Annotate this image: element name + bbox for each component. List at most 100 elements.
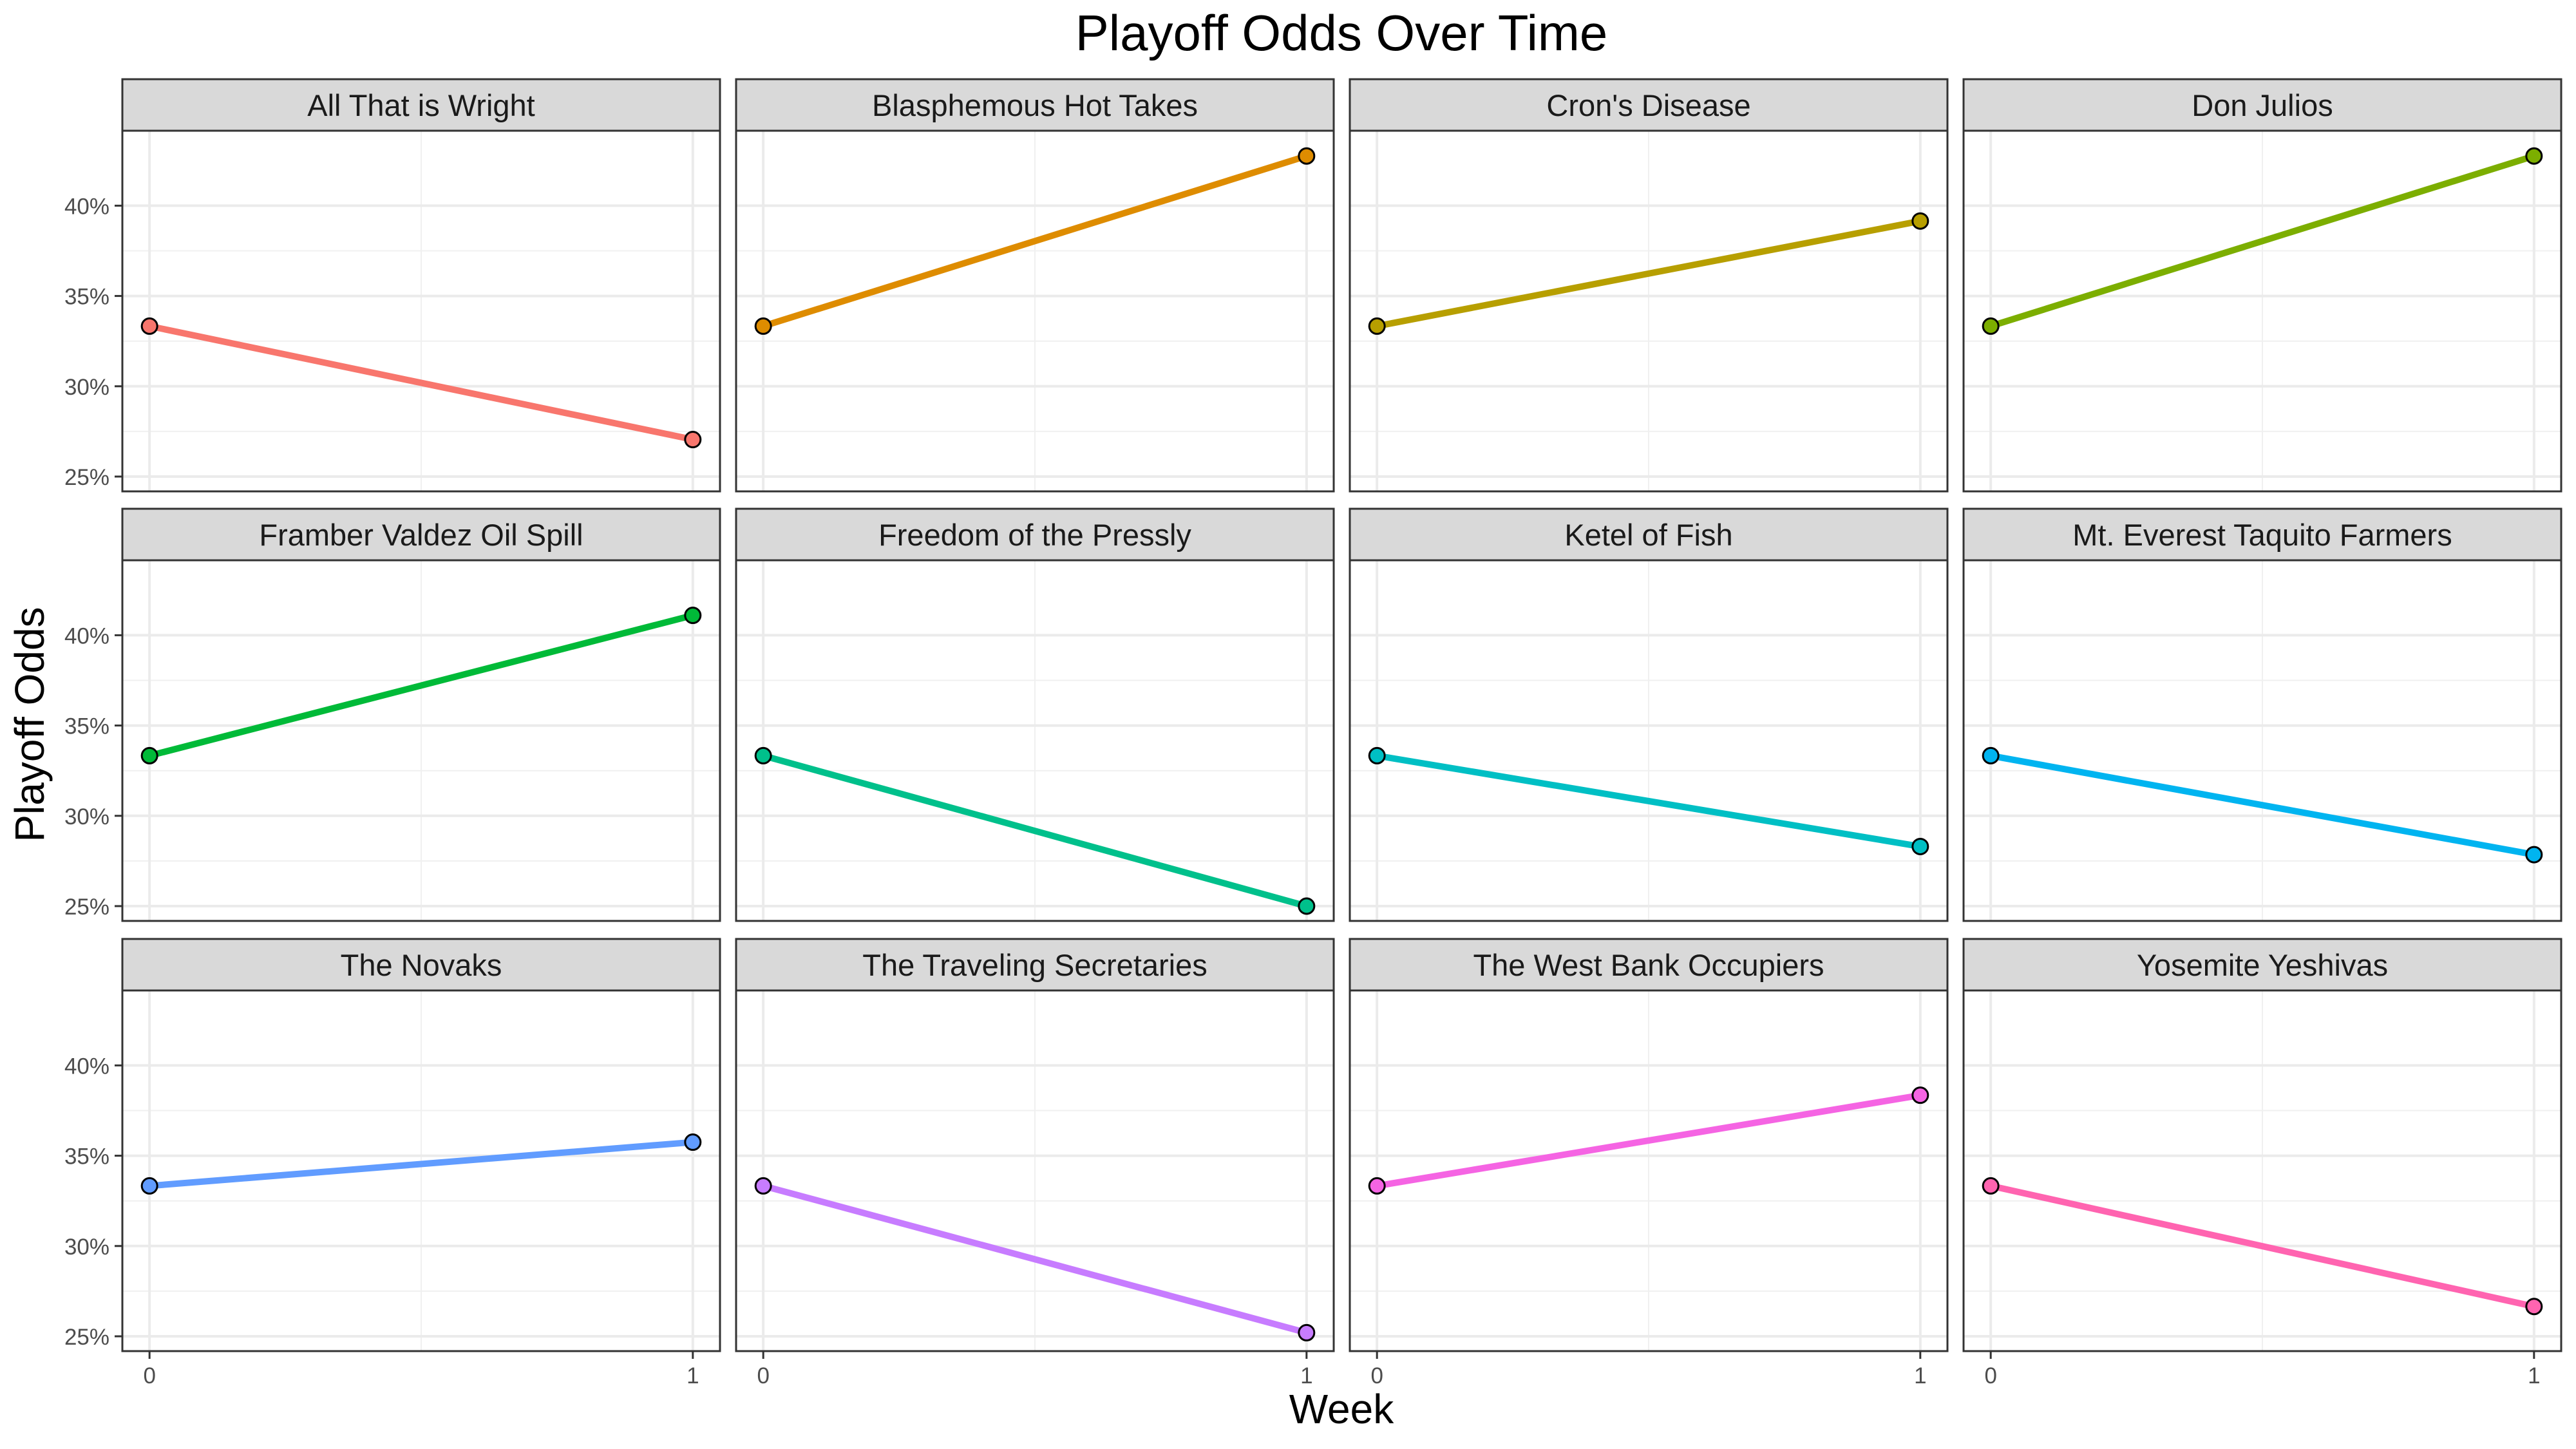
panel-border bbox=[121, 559, 721, 922]
data-point bbox=[1911, 212, 1929, 230]
data-point bbox=[140, 317, 158, 335]
data-point bbox=[140, 746, 158, 764]
facet-panel: The Traveling Secretaries 0 1 bbox=[735, 938, 1335, 1388]
facet-strip-label: Yosemite Yeshivas bbox=[2137, 948, 2388, 982]
facet-strip bbox=[1349, 507, 1949, 562]
y-axis-title: Playoff Odds bbox=[6, 607, 53, 842]
y-tick-label: 30% bbox=[64, 804, 109, 829]
data-point bbox=[2525, 147, 2543, 165]
facet-strip-label: Cron's Disease bbox=[1546, 88, 1750, 122]
facet-strip-label: Framber Valdez Oil Spill bbox=[259, 518, 583, 552]
data-point bbox=[1911, 1086, 1929, 1104]
y-tick-label: 35% bbox=[64, 285, 109, 310]
y-tick-label: 30% bbox=[64, 1235, 109, 1260]
y-tick-label: 25% bbox=[64, 465, 109, 490]
facet-panel: Yosemite Yeshivas 0 1 bbox=[1962, 938, 2562, 1388]
series-line bbox=[1990, 752, 2535, 858]
data-point bbox=[684, 431, 702, 449]
y-tick-label: 40% bbox=[64, 623, 109, 649]
panel-border bbox=[1349, 989, 1949, 1352]
x-tick-label: 1 bbox=[1914, 1363, 1926, 1388]
facet-panel: Mt. Everest Taquito Farmers bbox=[1962, 507, 2562, 922]
y-tick-label: 40% bbox=[64, 194, 109, 219]
data-point bbox=[2525, 846, 2543, 864]
facet-strip-label: Don Julios bbox=[2192, 88, 2333, 122]
series-line bbox=[762, 1182, 1308, 1336]
panel-border bbox=[735, 989, 1335, 1352]
data-point bbox=[684, 607, 702, 625]
data-point bbox=[1982, 746, 2000, 764]
panel-border bbox=[1349, 559, 1949, 922]
facet-strip bbox=[735, 507, 1335, 562]
facet-panel: Freedom of the Pressly bbox=[735, 507, 1335, 922]
series-line bbox=[149, 1139, 694, 1189]
facet-strip-label: The West Bank Occupiers bbox=[1473, 948, 1824, 982]
facet-panel: The West Bank Occupiers 0 1 bbox=[1349, 938, 1949, 1388]
facet-strip-label: Freedom of the Pressly bbox=[878, 518, 1191, 552]
facet-strip bbox=[1962, 507, 2562, 562]
data-point bbox=[1368, 1177, 1386, 1195]
facet-grid: All That is Wright 25% 30% 35% 40% Blasphemou… bbox=[64, 78, 2562, 1388]
data-point bbox=[754, 1177, 772, 1195]
series-line bbox=[1989, 153, 2535, 330]
series-line bbox=[762, 153, 1308, 330]
panel-border bbox=[1349, 129, 1949, 493]
facet-strip-label: Mt. Everest Taquito Farmers bbox=[2072, 518, 2452, 552]
facet-strip bbox=[735, 78, 1335, 132]
data-point bbox=[1982, 1177, 2000, 1195]
data-point bbox=[1368, 317, 1386, 335]
y-tick-label: 25% bbox=[64, 1325, 109, 1350]
series-line bbox=[149, 323, 694, 443]
x-tick-label: 0 bbox=[143, 1363, 155, 1388]
panel-border bbox=[735, 559, 1335, 922]
x-tick-label: 0 bbox=[1984, 1363, 1996, 1388]
facet-panel: All That is Wright 25% 30% 35% 40% bbox=[64, 78, 721, 493]
data-point bbox=[1298, 897, 1316, 915]
facet-panel: Ketel of Fish bbox=[1349, 507, 1949, 922]
panel-border bbox=[1962, 129, 2562, 493]
panel-border bbox=[1962, 559, 2562, 922]
chart-title: Playoff Odds Over Time bbox=[1075, 5, 1608, 61]
facet-strip bbox=[121, 507, 721, 562]
facet-strip bbox=[1962, 938, 2562, 992]
y-tick-label: 35% bbox=[64, 714, 109, 739]
y-tick-label: 40% bbox=[64, 1054, 109, 1079]
series-line bbox=[1990, 1182, 2535, 1310]
data-point bbox=[754, 317, 772, 335]
series-line bbox=[1376, 1092, 1921, 1189]
y-tick-label: 25% bbox=[64, 895, 109, 920]
data-point bbox=[1911, 837, 1929, 855]
facet-strip-label: All That is Wright bbox=[307, 88, 535, 122]
panel-border bbox=[121, 129, 721, 493]
data-point bbox=[754, 746, 772, 764]
y-tick-label: 35% bbox=[64, 1144, 109, 1170]
x-tick-label: 1 bbox=[2528, 1363, 2540, 1388]
facet-strip-label: The Novaks bbox=[341, 948, 502, 982]
data-point bbox=[2525, 1298, 2543, 1316]
data-point bbox=[1298, 1323, 1316, 1341]
data-point bbox=[140, 1177, 158, 1195]
series-line bbox=[148, 612, 694, 759]
x-tick-label: 1 bbox=[687, 1363, 699, 1388]
facet-panel: Don Julios bbox=[1962, 78, 2562, 493]
facet-strip bbox=[121, 78, 721, 132]
data-point bbox=[1298, 147, 1316, 165]
panel-border bbox=[1962, 989, 2562, 1352]
panel-border bbox=[121, 989, 721, 1352]
series-line bbox=[1376, 752, 1921, 850]
facet-strip bbox=[121, 938, 721, 992]
facet-panel: The Novaks 25% 30% 35% 40% 0 1 bbox=[64, 938, 721, 1388]
series-line bbox=[1376, 218, 1921, 330]
data-point bbox=[1368, 746, 1386, 764]
facet-strip-label: The Traveling Secretaries bbox=[862, 948, 1208, 982]
facet-strip-label: Blasphemous Hot Takes bbox=[872, 88, 1198, 122]
data-point bbox=[684, 1133, 702, 1151]
series-line bbox=[762, 752, 1308, 909]
facet-strip bbox=[1349, 938, 1949, 992]
facet-panel: Blasphemous Hot Takes bbox=[735, 78, 1335, 493]
x-axis-title: Week bbox=[1289, 1386, 1394, 1432]
facet-panel: Framber Valdez Oil Spill 25% 30% 35% 40% bbox=[64, 507, 721, 922]
x-tick-label: 1 bbox=[1300, 1363, 1312, 1388]
y-tick-label: 30% bbox=[64, 375, 109, 400]
